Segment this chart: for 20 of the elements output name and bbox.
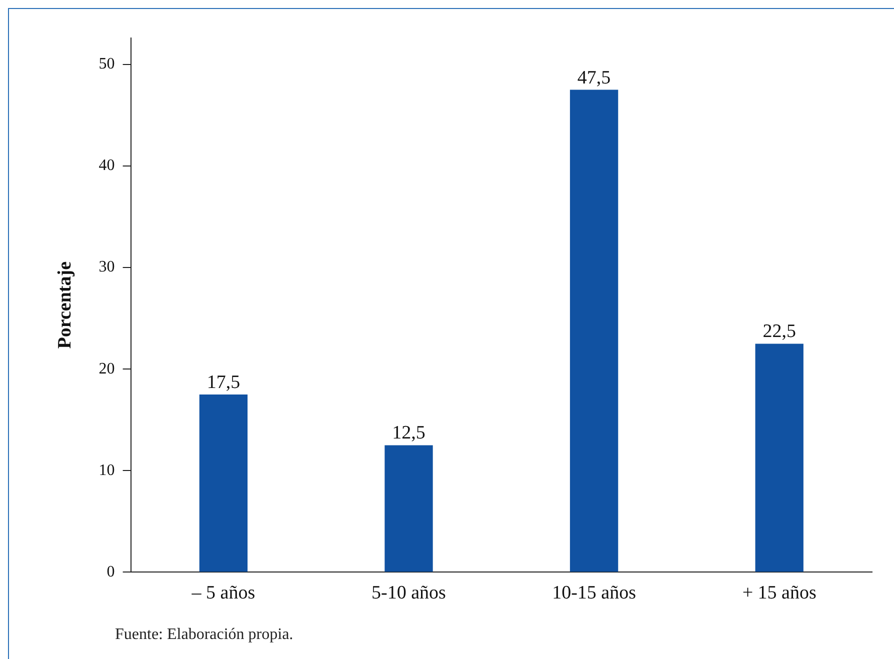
bar	[384, 445, 433, 572]
data-label: 47,5	[577, 67, 611, 88]
data-label: 17,5	[206, 372, 240, 393]
y-tick-label: 0	[106, 563, 115, 580]
y-tick-label: 10	[98, 462, 115, 479]
x-tick-label: 10-15 años	[552, 582, 636, 604]
y-tick-label: 30	[98, 258, 115, 276]
bar	[755, 344, 804, 572]
x-tick-label: – 5 años	[190, 582, 256, 604]
data-label: 22,5	[762, 321, 796, 342]
x-tick-label: 5-10 años	[372, 582, 446, 604]
bar	[570, 90, 618, 572]
source-note: Fuente: Elaboración propia.	[115, 626, 294, 644]
data-label: 12,5	[392, 422, 426, 444]
bar	[199, 394, 248, 572]
y-tick-label: 50	[98, 56, 115, 73]
y-tick-label: 40	[98, 157, 115, 174]
y-axis-title: Porcentaje	[54, 261, 76, 349]
y-tick-label: 20	[98, 360, 115, 378]
x-tick-label: + 15 años	[742, 582, 816, 604]
